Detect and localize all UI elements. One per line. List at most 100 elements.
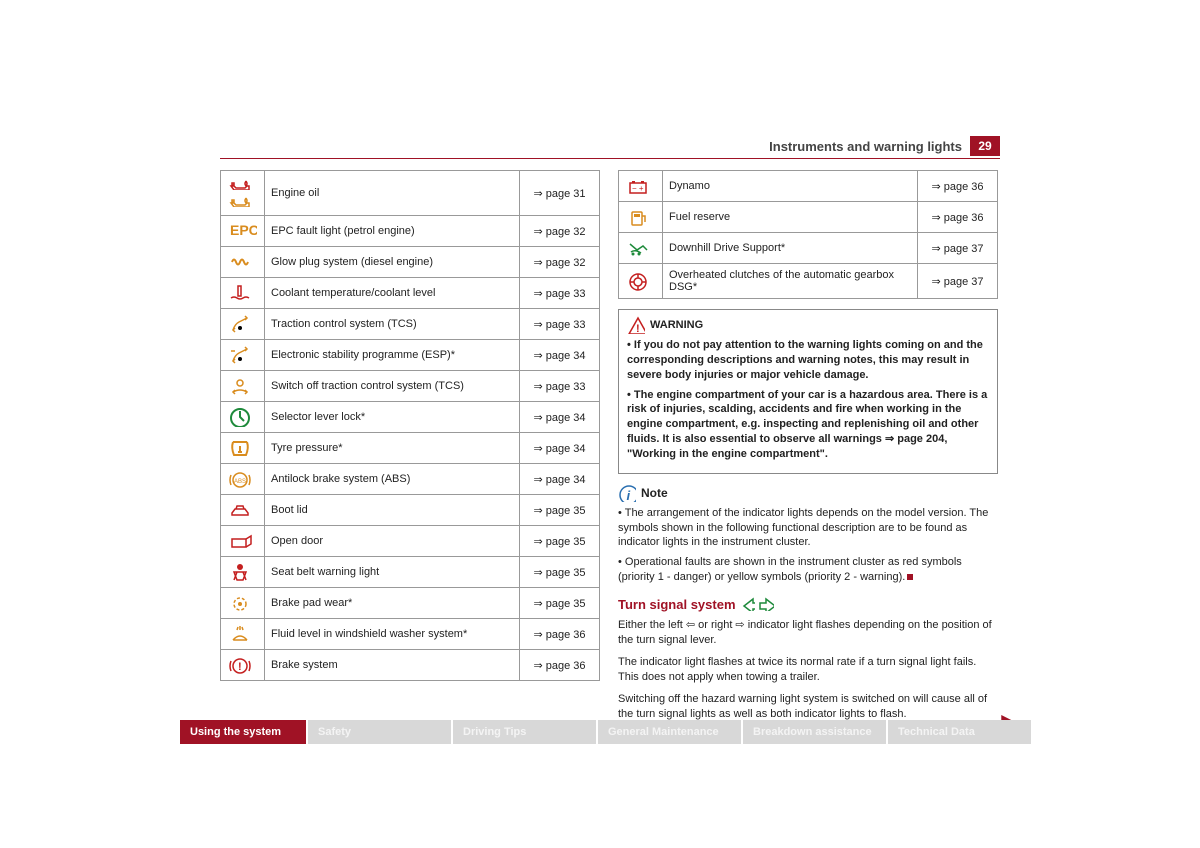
footer-tab[interactable]: Safety	[308, 720, 451, 744]
page-ref-cell[interactable]: ⇒ page 32	[520, 216, 600, 247]
warning-title: WARNING	[650, 318, 703, 333]
label-cell: EPC fault light (petrol engine)	[265, 216, 520, 247]
warning-box: WARNING If you do not pay attention to t…	[618, 309, 998, 474]
page-ref-cell[interactable]: ⇒ page 36	[918, 202, 998, 233]
section-body: Either the left ⇦ or right ⇨ indicator l…	[618, 618, 998, 722]
icon-cell	[221, 650, 265, 681]
footer-tab[interactable]: Technical Data	[888, 720, 1031, 744]
page-ref-cell[interactable]: ⇒ page 36	[520, 619, 600, 650]
icon-cell	[619, 171, 663, 202]
tcs-icon	[229, 314, 257, 334]
label-cell: Electronic stability programme (ESP)*	[265, 340, 520, 371]
boot-icon	[229, 500, 257, 520]
label-cell: Fluid level in windshield washer system*	[265, 619, 520, 650]
table-row: Coolant temperature/coolant level⇒ page …	[221, 278, 600, 309]
icon-cell	[221, 464, 265, 495]
note-item: The arrangement of the indicator lights …	[618, 506, 998, 551]
page-ref-cell[interactable]: ⇒ page 33	[520, 278, 600, 309]
washer-icon	[229, 624, 257, 644]
warning-item: The engine compartment of your car is a …	[627, 388, 989, 462]
table-row: Open door⇒ page 35	[221, 526, 600, 557]
page-ref-cell[interactable]: ⇒ page 37	[918, 233, 998, 264]
icon-cell	[619, 233, 663, 264]
label-cell: Brake pad wear*	[265, 588, 520, 619]
left-column: Engine oil⇒ page 31EPC fault light (petr…	[220, 170, 600, 728]
table-row: Fuel reserve⇒ page 36	[619, 202, 998, 233]
table-row: EPC fault light (petrol engine)⇒ page 32	[221, 216, 600, 247]
page-ref-cell[interactable]: ⇒ page 34	[520, 464, 600, 495]
icon-cell	[221, 619, 265, 650]
page-ref-cell[interactable]: ⇒ page 35	[520, 495, 600, 526]
table-row: Switch off traction control system (TCS)…	[221, 371, 600, 402]
icon-cell	[221, 557, 265, 588]
warning-lights-table-right: Dynamo⇒ page 36Fuel reserve⇒ page 36Down…	[618, 170, 998, 299]
label-cell: Switch off traction control system (TCS)	[265, 371, 520, 402]
arrow-left-icon	[740, 597, 755, 611]
icon-cell	[221, 433, 265, 464]
section-title: Turn signal system	[618, 597, 998, 612]
page-ref-cell[interactable]: ⇒ page 35	[520, 557, 600, 588]
arrow-right-icon	[759, 597, 774, 611]
label-cell: Fuel reserve	[663, 202, 918, 233]
note-body: The arrangement of the indicator lights …	[618, 506, 998, 585]
note-title: Note	[641, 486, 668, 500]
footer-tab[interactable]: Breakdown assistance	[743, 720, 886, 744]
table-row: Brake system⇒ page 36	[221, 650, 600, 681]
page-ref-cell[interactable]: ⇒ page 36	[520, 650, 600, 681]
seatbelt-icon	[229, 562, 257, 582]
label-cell: Traction control system (TCS)	[265, 309, 520, 340]
icon-cell	[221, 278, 265, 309]
page-ref-cell[interactable]: ⇒ page 31	[520, 171, 600, 216]
fuel-icon	[627, 207, 655, 227]
label-cell: Tyre pressure*	[265, 433, 520, 464]
label-cell: Open door	[265, 526, 520, 557]
table-row: Overheated clutches of the automatic gea…	[619, 264, 998, 299]
label-cell: Selector lever lock*	[265, 402, 520, 433]
table-row: Tyre pressure*⇒ page 34	[221, 433, 600, 464]
table-row: Traction control system (TCS)⇒ page 33	[221, 309, 600, 340]
footer-tab[interactable]: General Maintenance	[598, 720, 741, 744]
tcs-off-icon	[229, 376, 257, 396]
abs-icon	[229, 469, 257, 489]
page-ref-cell[interactable]: ⇒ page 34	[520, 402, 600, 433]
icon-cell	[221, 340, 265, 371]
table-row: Brake pad wear*⇒ page 35	[221, 588, 600, 619]
label-cell: Dynamo	[663, 171, 918, 202]
info-icon	[618, 484, 636, 502]
table-row: Glow plug system (diesel engine)⇒ page 3…	[221, 247, 600, 278]
icon-cell	[221, 216, 265, 247]
page-ref-cell[interactable]: ⇒ page 35	[520, 526, 600, 557]
header-rule	[220, 158, 1000, 159]
table-row: Downhill Drive Support*⇒ page 37	[619, 233, 998, 264]
footer-tab[interactable]: Using the system	[180, 720, 306, 744]
page-ref-cell[interactable]: ⇒ page 33	[520, 371, 600, 402]
icon-cell	[619, 264, 663, 299]
page-ref-cell[interactable]: ⇒ page 34	[520, 433, 600, 464]
page-header: Instruments and warning lights 29	[220, 136, 1000, 156]
icon-cell	[221, 171, 265, 216]
downhill-icon	[627, 238, 655, 258]
page-ref-cell[interactable]: ⇒ page 32	[520, 247, 600, 278]
paragraph: Switching off the hazard warning light s…	[618, 692, 998, 723]
battery-icon	[627, 176, 655, 196]
label-cell: Engine oil	[265, 171, 520, 216]
page-ref-cell[interactable]: ⇒ page 37	[918, 264, 998, 299]
icon-cell	[221, 309, 265, 340]
page-ref-cell[interactable]: ⇒ page 35	[520, 588, 600, 619]
icon-cell	[221, 371, 265, 402]
table-row: Selector lever lock*⇒ page 34	[221, 402, 600, 433]
epc-icon	[229, 221, 257, 241]
page-title: Instruments and warning lights	[769, 139, 962, 154]
icon-cell	[221, 247, 265, 278]
label-cell: Overheated clutches of the automatic gea…	[663, 264, 918, 299]
page-ref-cell[interactable]: ⇒ page 34	[520, 340, 600, 371]
page-ref-cell[interactable]: ⇒ page 36	[918, 171, 998, 202]
paragraph: The indicator light flashes at twice its…	[618, 655, 998, 686]
icon-cell	[221, 588, 265, 619]
table-row: Dynamo⇒ page 36	[619, 171, 998, 202]
page-ref-cell[interactable]: ⇒ page 33	[520, 309, 600, 340]
paragraph: Either the left ⇦ or right ⇨ indicator l…	[618, 618, 998, 649]
label-cell: Seat belt warning light	[265, 557, 520, 588]
tyre-icon	[229, 438, 257, 458]
footer-tab[interactable]: Driving Tips	[453, 720, 596, 744]
